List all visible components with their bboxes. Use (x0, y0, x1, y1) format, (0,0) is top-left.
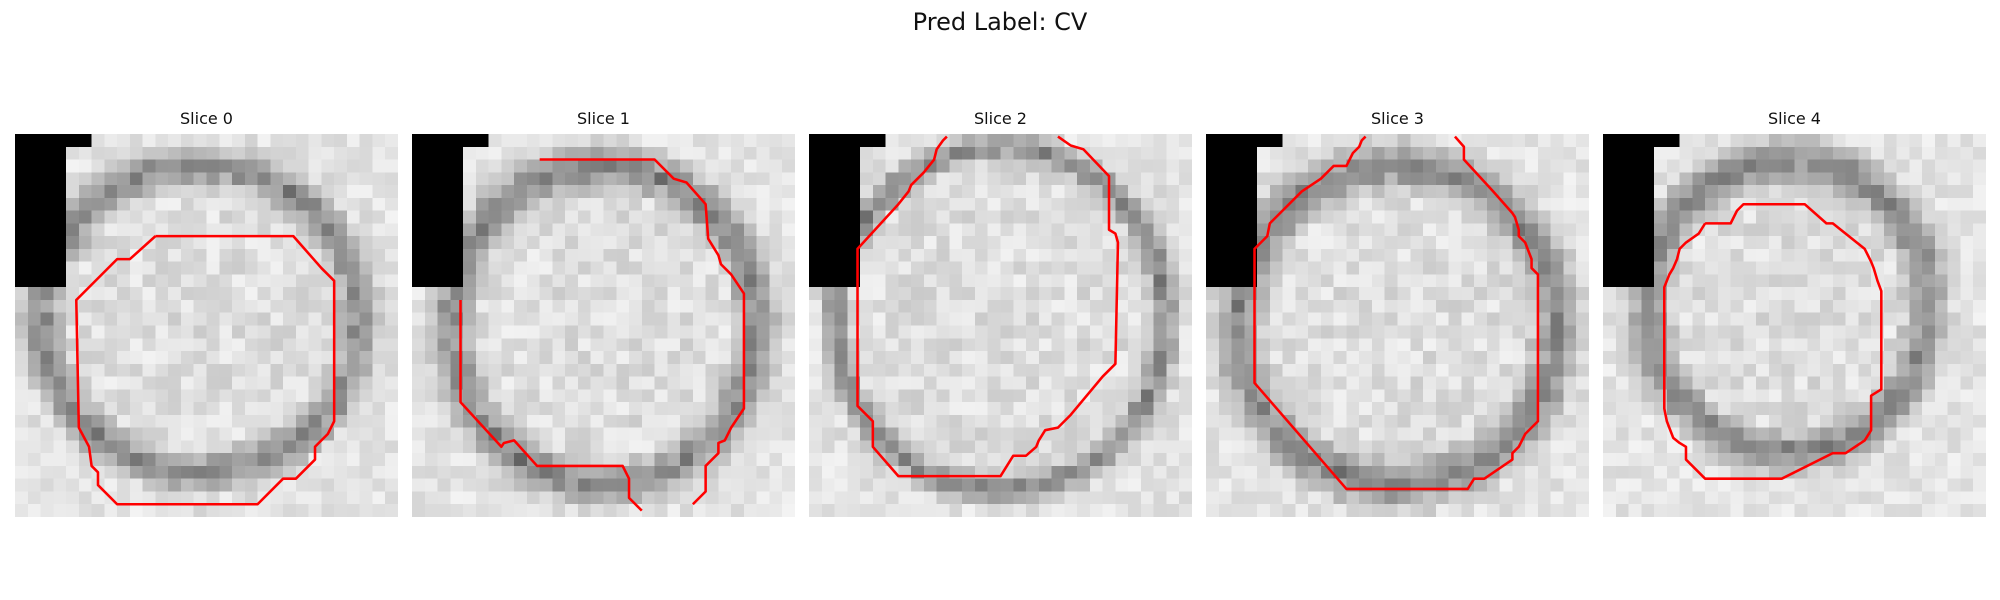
contour-line (1663, 202, 1883, 480)
grayscale-pixels (412, 134, 795, 517)
slice-title: Slice 0 (180, 109, 233, 128)
contour-line (539, 158, 746, 506)
grayscale-pixels (1206, 134, 1589, 517)
contour-line (459, 299, 643, 512)
slice-image (412, 134, 795, 517)
grayscale-pixels (809, 134, 1192, 517)
contour-line (856, 135, 1120, 478)
contour-line (1253, 135, 1540, 491)
slice-image (15, 134, 398, 517)
slice-title: Slice 4 (1768, 109, 1821, 128)
grayscale-pixels (1603, 134, 1986, 517)
figure-title: Pred Label: CV (912, 8, 1088, 36)
grayscale-pixels (15, 134, 398, 517)
slice-image (1603, 134, 1986, 517)
slice-image (1206, 134, 1589, 517)
slice-title: Slice 2 (974, 109, 1027, 128)
contour-line (75, 234, 336, 506)
slice-title: Slice 1 (577, 109, 630, 128)
slice-image (809, 134, 1192, 517)
slice-title: Slice 3 (1371, 109, 1424, 128)
